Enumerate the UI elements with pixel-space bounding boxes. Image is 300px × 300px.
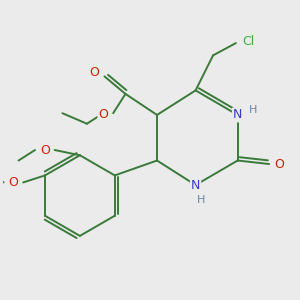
- Text: H: H: [196, 195, 205, 205]
- Text: O: O: [98, 108, 108, 122]
- Text: O: O: [8, 176, 18, 189]
- Text: O: O: [90, 66, 100, 80]
- Text: N: N: [233, 108, 242, 122]
- Text: O: O: [40, 143, 50, 157]
- Text: N: N: [191, 178, 200, 192]
- Text: Cl: Cl: [242, 35, 254, 48]
- Text: H: H: [249, 105, 258, 115]
- Text: O: O: [274, 158, 284, 170]
